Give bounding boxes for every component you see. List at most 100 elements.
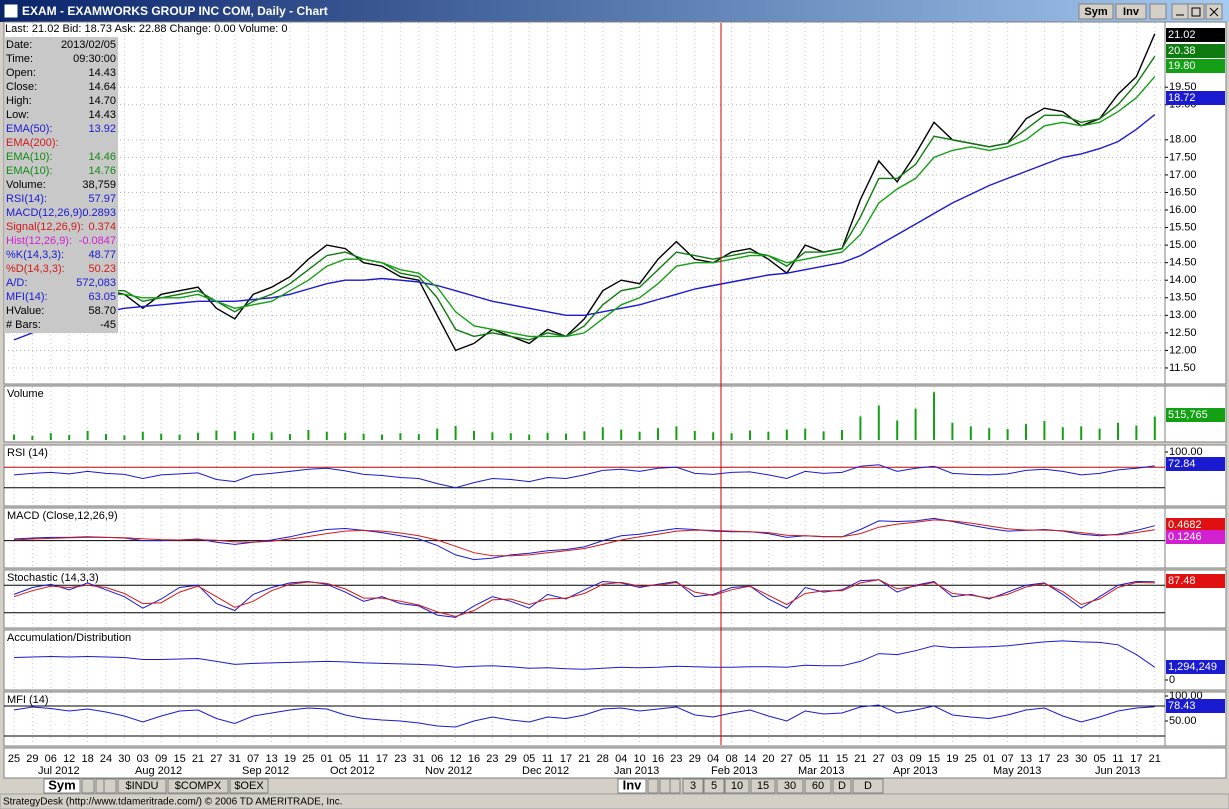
scroll-button[interactable]	[669, 778, 681, 794]
volume-bar	[31, 435, 34, 440]
volume-bar	[951, 422, 954, 440]
symbol-tab[interactable]	[117, 778, 167, 794]
data-value: 14.46	[88, 151, 116, 163]
last-value-box	[1166, 457, 1225, 471]
interval-button[interactable]	[617, 778, 647, 794]
volume-bar	[583, 431, 586, 440]
volume-bar	[1117, 422, 1119, 440]
series-line	[13, 579, 1155, 618]
scroll-button[interactable]	[659, 778, 671, 794]
x-tick-label: 31	[229, 753, 241, 765]
interval-button[interactable]	[804, 778, 832, 794]
interval-button[interactable]	[832, 778, 852, 794]
interval-label[interactable]: 15	[757, 780, 769, 792]
interval-label[interactable]: D	[864, 780, 872, 792]
volume-bar	[601, 427, 604, 440]
y-tick-label: 14.00	[1169, 274, 1197, 286]
x-tick-label: 11	[542, 753, 553, 765]
interval-button[interactable]	[852, 778, 884, 794]
data-label: # Bars:	[6, 319, 41, 331]
data-label: Hist(12,26,9):	[6, 235, 72, 247]
month-label: Oct 2012	[330, 765, 375, 777]
interval-label[interactable]: D	[838, 780, 846, 792]
data-value: 14.76	[88, 165, 116, 177]
status-text: StrategyDesk (http://www.tdameritrade.co…	[3, 797, 343, 808]
scroll-button[interactable]	[103, 778, 117, 794]
volume-bar	[252, 433, 255, 440]
symbol-tab[interactable]	[167, 778, 229, 794]
y-tick-label: 50.00	[1169, 715, 1197, 727]
month-label: Jun 2013	[1095, 765, 1140, 777]
x-tick-label: 15	[928, 753, 940, 765]
symbol-tab[interactable]	[43, 778, 81, 794]
volume-bar	[141, 431, 144, 440]
data-value: 48.77	[88, 249, 116, 261]
symbol-tab-label[interactable]: $COMPX	[175, 780, 222, 792]
popout-button[interactable]	[1149, 3, 1167, 20]
interval-label[interactable]: 3	[690, 780, 696, 792]
symbol-tab-label[interactable]: Sym	[48, 777, 75, 792]
month-label: Apr 2013	[893, 765, 938, 777]
data-label: EMA(10):	[6, 151, 52, 163]
x-tick-label: 17	[1130, 753, 1142, 765]
volume-bar	[473, 430, 475, 440]
data-value: 13.92	[88, 123, 116, 135]
inv-button-label[interactable]: Inv	[1123, 6, 1140, 18]
volume-bar	[49, 433, 52, 440]
x-tick-label: 25	[302, 753, 314, 765]
sym-button-label[interactable]: Sym	[1084, 6, 1107, 18]
symbol-tab[interactable]	[229, 778, 269, 794]
y-tick-label: 12.50	[1169, 327, 1197, 339]
x-tick-label: 11	[1112, 753, 1123, 765]
interval-button[interactable]	[776, 778, 804, 794]
interval-label[interactable]: Inv	[623, 777, 643, 792]
volume-bar	[730, 433, 733, 440]
status-bar	[0, 793, 1229, 809]
month-label: Jan 2013	[614, 765, 659, 777]
symbol-tab-label[interactable]: $INDU	[125, 780, 158, 792]
last-value-label: 21.02	[1168, 29, 1196, 41]
data-label: EMA(10):	[6, 165, 52, 177]
scroll-button[interactable]	[647, 778, 659, 794]
month-label: Dec 2012	[522, 765, 569, 777]
data-label: Open:	[6, 67, 36, 79]
x-tick-label: 01	[983, 753, 995, 765]
x-tick-label: 25	[965, 753, 977, 765]
inv-button[interactable]	[1115, 3, 1147, 20]
interval-button[interactable]	[682, 778, 704, 794]
data-value: 14.70	[88, 95, 116, 107]
minimize-button[interactable]	[1171, 3, 1189, 20]
volume-bar	[859, 416, 862, 440]
x-tick-label: 03	[137, 753, 149, 765]
symbol-tab-label[interactable]: $OEX	[234, 780, 264, 792]
volume-bar	[1061, 427, 1064, 440]
panel-title: RSI (14)	[7, 447, 48, 459]
volume-bar	[289, 434, 291, 440]
interval-button[interactable]	[750, 778, 776, 794]
data-value: 14.64	[88, 81, 116, 93]
maximize-button[interactable]	[1187, 3, 1205, 20]
interval-label[interactable]: 30	[784, 780, 796, 792]
volume-bar	[528, 434, 531, 440]
interval-button[interactable]	[724, 778, 750, 794]
interval-label[interactable]: 60	[812, 780, 824, 792]
interval-label[interactable]: 5	[711, 780, 717, 792]
last-value-box	[1166, 699, 1225, 713]
x-tick-label: 23	[394, 753, 406, 765]
x-tick-label: 06	[45, 753, 57, 765]
x-tick-label: 05	[523, 753, 535, 765]
interval-button[interactable]	[703, 778, 725, 794]
x-tick-label: 21	[854, 753, 866, 765]
scroll-button[interactable]	[81, 778, 95, 794]
last-value-box	[1166, 59, 1225, 73]
volume-bar	[325, 431, 328, 440]
y-tick-label: 12.00	[1169, 344, 1197, 356]
data-label: %K(14,3,3):	[6, 249, 64, 261]
x-tick-label: 23	[670, 753, 682, 765]
x-tick-label: 24	[100, 753, 112, 765]
interval-label[interactable]: 10	[731, 780, 743, 792]
last-value-box	[1166, 518, 1225, 532]
sym-button[interactable]	[1078, 3, 1114, 20]
x-tick-label: 08	[725, 753, 737, 765]
date-axis	[3, 747, 1227, 779]
